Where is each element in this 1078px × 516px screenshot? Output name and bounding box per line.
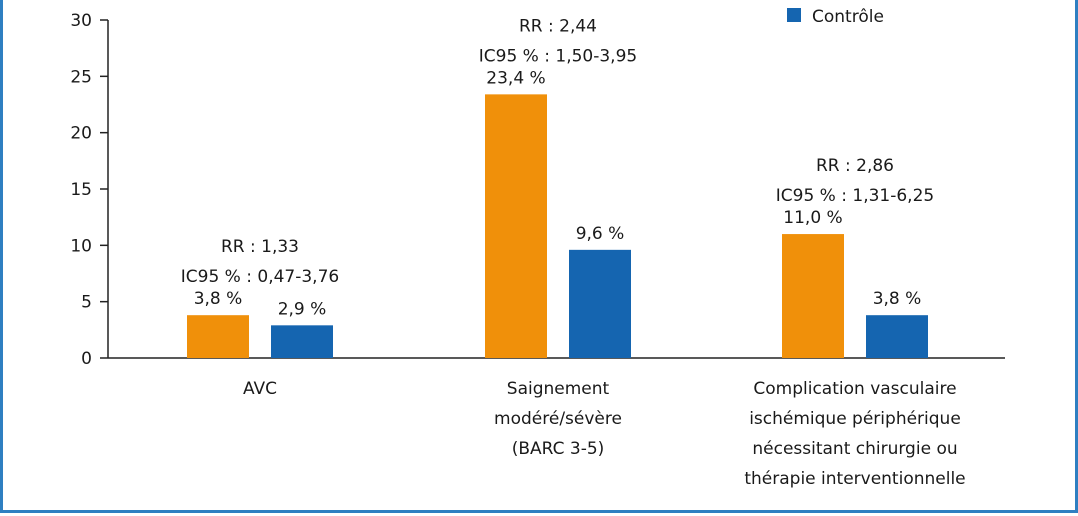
bar-control xyxy=(569,249,631,358)
ci-annotation: IC95 % : 1,31-6,25 xyxy=(776,186,934,206)
rr-annotation: RR : 2,86 xyxy=(816,156,894,176)
y-tick-label: 25 xyxy=(70,67,92,87)
ci-annotation: IC95 % : 0,47-3,76 xyxy=(181,267,339,287)
bar-value-label: 3,8 % xyxy=(873,289,922,309)
bar-value-label: 2,9 % xyxy=(278,299,327,319)
category-label: (BARC 3-5) xyxy=(512,439,605,459)
legend-label-control: Contrôle xyxy=(812,7,884,27)
rr-annotation: RR : 1,33 xyxy=(221,237,299,257)
category-label: Complication vasculaire xyxy=(753,379,956,399)
ci-annotation: IC95 % : 1,50-3,95 xyxy=(479,46,637,66)
bar-control xyxy=(271,325,333,358)
category-label: ischémique périphérique xyxy=(749,409,961,429)
y-tick-label: 20 xyxy=(70,124,92,144)
category-label: modéré/sévère xyxy=(494,409,622,429)
bar-value-label: 9,6 % xyxy=(576,224,625,244)
category-label: nécessitant chirurgie ou xyxy=(752,439,957,459)
y-tick-label: 5 xyxy=(81,293,92,313)
bar-treatment xyxy=(187,315,249,358)
y-tick-label: 0 xyxy=(81,349,92,369)
bar-control xyxy=(866,315,928,358)
bar-treatment xyxy=(782,234,844,358)
y-tick-label: 10 xyxy=(70,236,92,256)
y-tick-label: 30 xyxy=(70,11,92,31)
bar-value-label: 23,4 % xyxy=(486,68,545,88)
bar-value-label: 11,0 % xyxy=(783,208,842,228)
category-label: AVC xyxy=(243,379,277,399)
rr-annotation: RR : 2,44 xyxy=(519,16,597,36)
y-tick-label: 15 xyxy=(70,180,92,200)
bar-value-label: 3,8 % xyxy=(194,289,243,309)
category-label: Saignement xyxy=(507,379,610,399)
bar-treatment xyxy=(485,94,547,359)
legend-swatch-control xyxy=(787,8,801,22)
category-label: thérapie interventionnelle xyxy=(744,469,965,489)
